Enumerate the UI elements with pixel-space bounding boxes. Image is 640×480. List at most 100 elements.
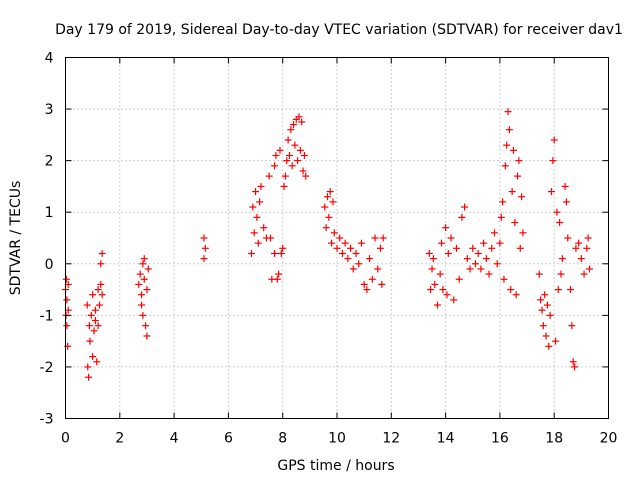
data-point — [518, 193, 526, 201]
data-point — [142, 322, 150, 330]
data-point — [497, 213, 505, 221]
data-point — [138, 291, 146, 299]
data-point — [86, 337, 94, 345]
data-point — [477, 265, 485, 273]
y-tick-label: 1 — [45, 205, 54, 221]
data-point — [98, 291, 106, 299]
data-point — [553, 208, 561, 216]
data-point — [545, 342, 553, 350]
data-point — [466, 265, 474, 273]
data-point — [62, 275, 70, 283]
data-point — [546, 311, 554, 319]
data-point — [336, 234, 344, 242]
data-point — [273, 275, 281, 283]
data-point — [485, 270, 493, 278]
data-point — [87, 311, 95, 319]
data-point — [443, 291, 451, 299]
data-point — [256, 198, 264, 206]
data-point — [438, 239, 446, 247]
data-point — [503, 141, 511, 149]
data-point — [277, 249, 285, 257]
data-point — [321, 203, 329, 211]
data-point — [501, 162, 509, 170]
data-point — [425, 249, 433, 257]
x-tick-label: 18 — [545, 431, 563, 447]
data-point — [378, 280, 386, 288]
data-point — [439, 286, 447, 294]
data-point — [257, 182, 265, 190]
data-point — [379, 234, 387, 242]
data-point — [355, 260, 363, 268]
data-point — [463, 255, 471, 263]
data-point — [512, 291, 520, 299]
data-point — [564, 234, 572, 242]
data-point — [496, 239, 504, 247]
data-point — [442, 224, 450, 232]
data-point — [357, 239, 365, 247]
data-point — [281, 172, 289, 180]
data-point — [140, 255, 148, 263]
data-point — [535, 270, 543, 278]
data-point — [508, 188, 516, 196]
x-tick-label: 14 — [437, 431, 455, 447]
data-point — [562, 198, 570, 206]
data-point — [433, 301, 441, 309]
data-point — [511, 219, 519, 227]
data-point — [505, 126, 513, 134]
data-point — [568, 322, 576, 330]
x-tick-label: 8 — [278, 431, 287, 447]
data-point — [250, 229, 258, 237]
data-point — [201, 244, 209, 252]
data-point — [288, 162, 296, 170]
data-point — [514, 172, 522, 180]
data-points — [62, 108, 593, 381]
data-point — [490, 229, 498, 237]
chart-title: Day 179 of 2019, Sidereal Day-to-day VTE… — [55, 22, 623, 38]
data-point — [302, 172, 310, 180]
data-point — [347, 244, 355, 252]
data-point — [283, 157, 291, 165]
data-point — [575, 239, 583, 247]
y-tick-label: 4 — [45, 51, 54, 67]
data-point — [271, 162, 279, 170]
data-point — [299, 167, 307, 175]
data-point — [200, 255, 208, 263]
data-point — [561, 182, 569, 190]
data-point — [474, 249, 482, 257]
data-point — [93, 358, 101, 366]
data-point — [550, 136, 558, 144]
data-point — [571, 363, 579, 371]
data-point — [85, 373, 93, 381]
data-point — [98, 249, 106, 257]
data-point — [136, 270, 144, 278]
y-tick-label: -3 — [40, 412, 54, 428]
data-point — [450, 296, 458, 304]
data-point — [469, 244, 477, 252]
data-point — [349, 265, 357, 273]
y-tick-label: 3 — [45, 102, 54, 118]
data-point — [275, 270, 283, 278]
data-point — [294, 157, 302, 165]
data-point — [471, 260, 479, 268]
data-point — [266, 234, 274, 242]
data-point — [325, 213, 333, 221]
data-point — [135, 280, 143, 288]
data-point — [89, 353, 97, 361]
data-point — [140, 275, 148, 283]
data-point — [569, 358, 577, 366]
data-point — [547, 188, 555, 196]
data-point — [577, 255, 585, 263]
x-tick-label: 0 — [61, 431, 70, 447]
data-point — [252, 188, 260, 196]
data-point — [63, 322, 71, 330]
data-point — [572, 244, 580, 252]
data-point — [428, 265, 436, 273]
data-point — [323, 193, 331, 201]
x-tick-label: 6 — [224, 431, 233, 447]
data-point — [493, 260, 501, 268]
data-point — [295, 113, 303, 121]
data-point — [247, 249, 255, 257]
data-point — [557, 270, 565, 278]
data-point — [455, 275, 463, 283]
